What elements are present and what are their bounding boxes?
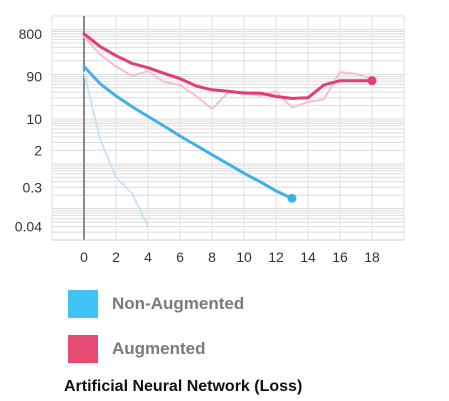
y-tick-label: 90 — [26, 68, 42, 84]
legend-item-non-augmented: Non-Augmented — [68, 290, 244, 318]
y-tick-label: 0.04 — [15, 219, 42, 235]
x-tick-label: 10 — [236, 249, 252, 265]
x-tick-label: 4 — [144, 249, 152, 265]
legend-item-augmented: Augmented — [68, 335, 206, 363]
series-lines — [82, 32, 377, 228]
legend-swatch-augmented — [68, 335, 98, 363]
y-tick-label: 2 — [34, 142, 42, 158]
x-tick-label: 16 — [332, 249, 348, 265]
axes — [52, 16, 404, 241]
legend-label-non-augmented: Non-Augmented — [112, 294, 245, 313]
x-tick-label: 18 — [364, 249, 380, 265]
x-tick-label: 2 — [112, 249, 120, 265]
x-tick-label: 8 — [208, 249, 216, 265]
x-tick-label: 6 — [176, 249, 184, 265]
x-tick-label: 14 — [300, 249, 316, 265]
series-line-augmented — [82, 32, 374, 100]
legend-label-augmented: Augmented — [112, 339, 206, 358]
grid — [51, 15, 405, 241]
tick-labels: 0 2 4 6 8 10 12 14 16 18 800 90 10 2 0.3 0.04 — [15, 26, 380, 265]
y-tick-label: 10 — [26, 111, 42, 127]
end-marker-non-augmented — [287, 193, 297, 203]
y-tick-label: 0.3 — [23, 179, 43, 195]
series-line-non-augmented — [82, 64, 294, 200]
y-tick-label: 800 — [19, 26, 43, 42]
end-marker-augmented — [367, 76, 377, 86]
x-tick-label: 0 — [80, 249, 88, 265]
series-line-non-augmented-raw — [83, 71, 149, 228]
x-tick-label: 12 — [268, 249, 284, 265]
line-chart: 0 2 4 6 8 10 12 14 16 18 800 90 10 2 0.3 0.04 — [15, 15, 405, 265]
legend-swatch-non-augmented — [68, 290, 98, 318]
chart-caption: Artificial Neural Network (Loss) — [64, 378, 303, 395]
